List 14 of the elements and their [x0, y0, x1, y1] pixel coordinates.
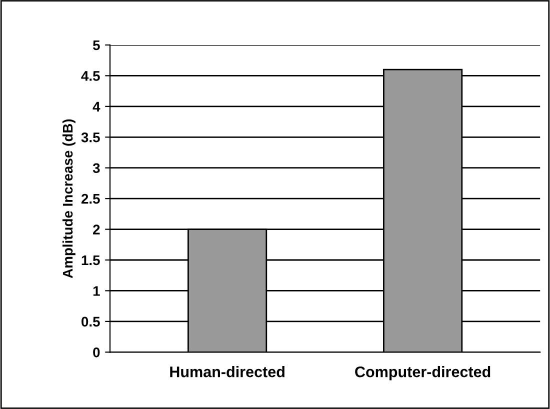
x-tick-label: Computer-directed	[355, 366, 490, 380]
y-tick-label: 4.5	[81, 71, 100, 81]
y-tick-label: 3	[92, 163, 100, 174]
y-tick-label: 2	[93, 224, 100, 234]
y-tick-label: 4	[92, 102, 100, 112]
y-tick-label: 3.5	[81, 132, 100, 142]
y-tick-label: 2.5	[81, 194, 100, 204]
y-tick-label: 5	[92, 40, 100, 50]
y-tick-label: 0	[93, 347, 100, 358]
y-axis-title: Amplitude Increase (dB)	[62, 119, 76, 278]
y-tick-label: 1.5	[82, 255, 100, 266]
y-tick-label: 1	[93, 286, 100, 296]
x-tick-label: Human-directed	[170, 366, 284, 378]
y-tick-label: 0.5	[82, 316, 100, 327]
